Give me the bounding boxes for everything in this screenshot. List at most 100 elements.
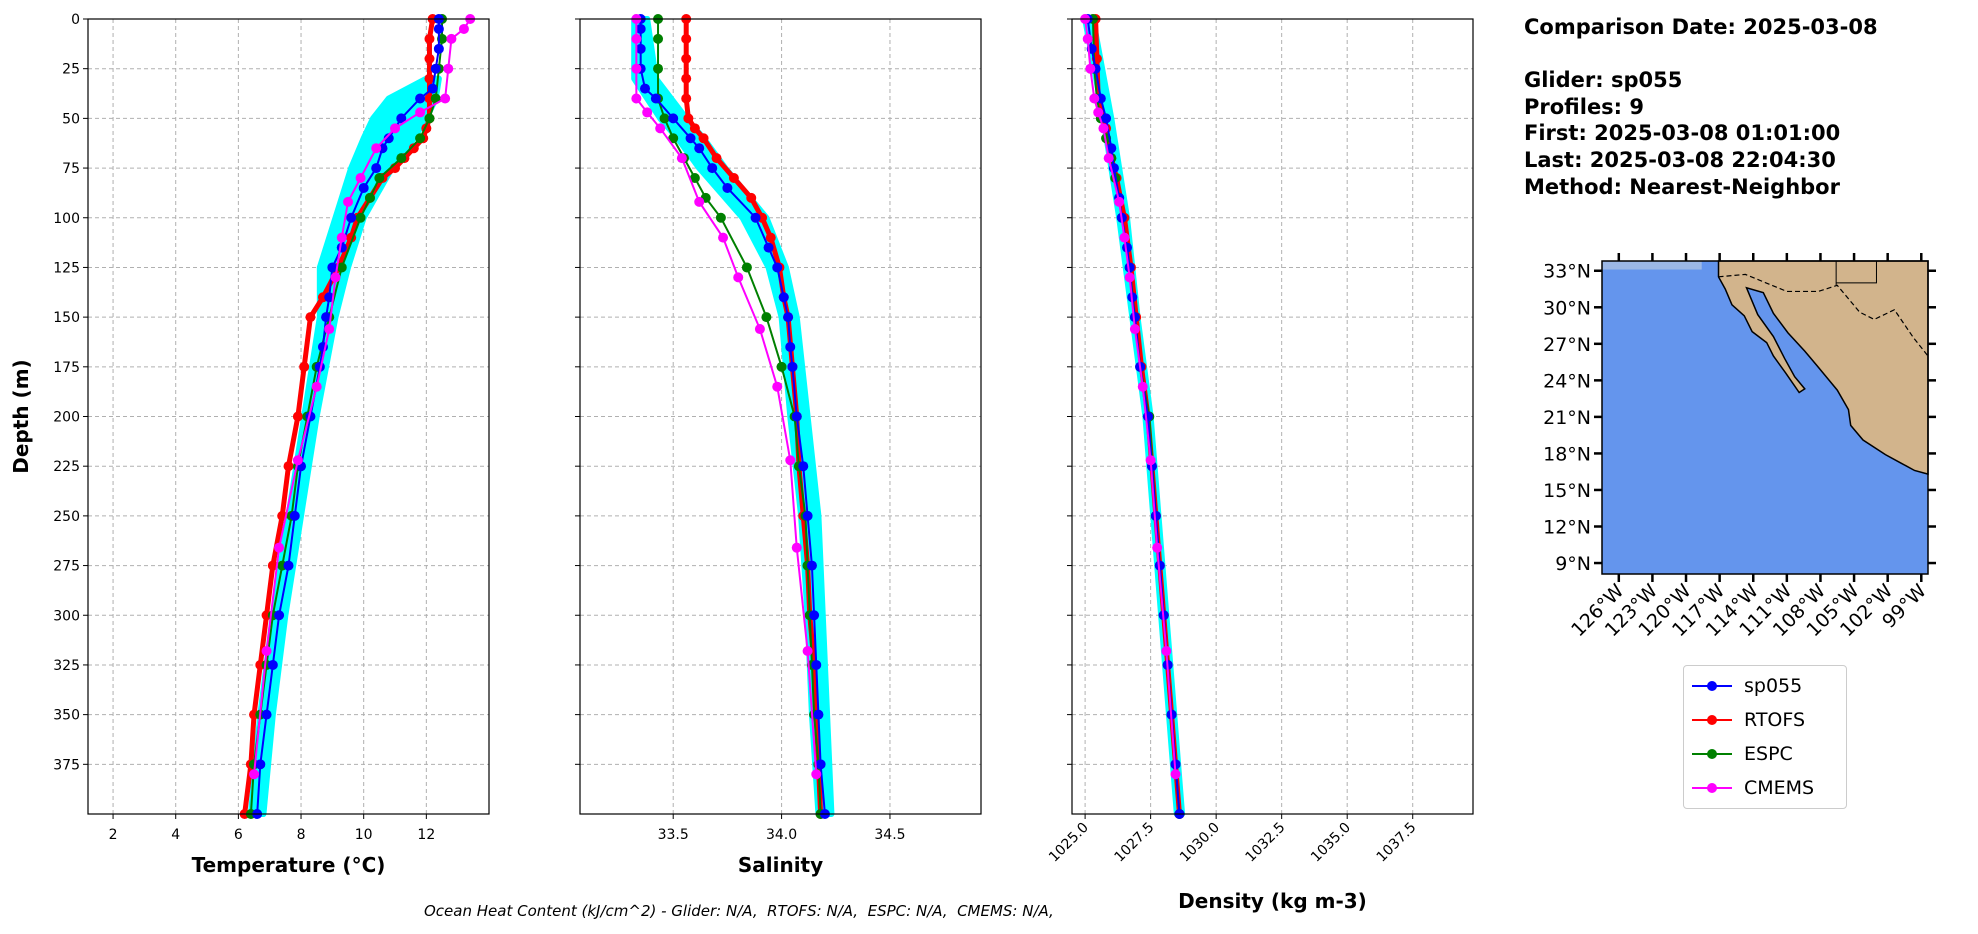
data-point: [274, 610, 285, 621]
method: Method: Nearest-Neighbor: [1524, 174, 1840, 199]
series-line: [657, 19, 822, 815]
glider-profiles-band: [247, 75, 442, 817]
lat-tick-label: 18°N: [1543, 443, 1591, 465]
data-point: [1129, 312, 1140, 323]
data-point: [653, 63, 664, 74]
series-line: [635, 19, 818, 775]
legend-item-rtofs: RTOFS: [1692, 705, 1805, 735]
data-point: [1152, 542, 1163, 553]
data-point: [343, 196, 354, 207]
data-point: [424, 73, 435, 84]
data-point: [655, 123, 666, 134]
data-point: [722, 182, 733, 193]
data-point: [415, 107, 426, 118]
data-point: [683, 113, 694, 124]
data-point: [694, 196, 705, 207]
data-point: [1103, 153, 1114, 164]
data-point: [728, 173, 739, 183]
data-point: [787, 361, 798, 372]
data-point: [776, 361, 787, 372]
first-time: First: 2025-03-08 01:01:00: [1524, 121, 1841, 146]
data-point: [336, 242, 347, 253]
lat-tick-label: 30°N: [1543, 297, 1591, 319]
legend-label: RTOFS: [1744, 709, 1806, 731]
data-point: [1082, 33, 1093, 44]
data-point: [715, 212, 726, 223]
data-point: [327, 262, 338, 273]
data-point: [681, 53, 692, 64]
x-axis-label: Density (kg m-3): [1178, 889, 1367, 913]
x-tick-label: 1037.5: [1374, 820, 1420, 866]
data-point: [668, 113, 679, 124]
x-tick-label: 10: [355, 827, 373, 843]
location-map: 33°N30°N27°N24°N21°N18°N15°N12°N9°N126°W…: [1543, 253, 1936, 641]
axes-frame: [1071, 18, 1474, 815]
data-point: [802, 646, 813, 657]
series-cmems: [631, 14, 822, 780]
lat-tick-label: 12°N: [1543, 517, 1591, 539]
legend-item-sp055: sp055: [1692, 671, 1802, 701]
data-point: [249, 769, 260, 780]
data-point: [685, 133, 696, 144]
y-tick-label: 100: [53, 211, 80, 227]
data-point: [283, 560, 294, 571]
data-point: [1150, 510, 1161, 521]
data-point: [330, 272, 341, 283]
data-point: [346, 212, 357, 223]
legend-item-espc: ESPC: [1692, 739, 1793, 769]
data-point: [1106, 143, 1117, 154]
series-sp055: [635, 14, 830, 819]
y-tick-label: 325: [53, 658, 80, 674]
data-point: [785, 455, 796, 466]
data-point: [635, 43, 646, 54]
x-tick-label: 1025.0: [1046, 820, 1092, 866]
data-point: [355, 173, 366, 183]
data-point: [424, 53, 435, 64]
y-tick-label: 350: [53, 708, 80, 724]
data-point: [371, 163, 382, 174]
data-point: [783, 312, 794, 323]
data-point: [631, 33, 642, 44]
series-line: [1084, 18, 1177, 775]
data-point: [806, 560, 817, 571]
data-point: [371, 143, 382, 154]
axes-frame: [87, 18, 490, 815]
data-point: [267, 659, 278, 670]
data-point: [305, 312, 316, 323]
data-point: [274, 542, 285, 553]
x-axis-label: Salinity: [738, 853, 823, 877]
x-tick-label: 1030.0: [1177, 820, 1223, 866]
x-tick-label: 34.0: [766, 827, 797, 843]
data-point: [267, 560, 278, 571]
border-us-mexico: [1718, 273, 1929, 357]
data-point: [809, 610, 820, 621]
data-point: [681, 33, 692, 44]
data-point: [292, 411, 303, 422]
legend-marker: [1692, 676, 1732, 696]
data-point: [689, 173, 700, 183]
data-point: [374, 173, 385, 183]
x-tick-label: 8: [297, 827, 306, 843]
data-point: [811, 769, 822, 780]
data-point: [458, 23, 469, 34]
data-point: [681, 93, 692, 104]
data-point: [364, 192, 375, 203]
data-point: [689, 123, 700, 134]
data-point: [676, 153, 687, 164]
series-line: [242, 18, 436, 815]
data-point: [1089, 93, 1100, 104]
x-axis-label: Temperature (°C): [192, 853, 386, 877]
legend-label: CMEMS: [1744, 777, 1815, 799]
series-cmems: [1080, 14, 1181, 780]
x-tick-label: 1027.5: [1111, 820, 1157, 866]
data-point: [324, 292, 335, 303]
data-point: [415, 93, 426, 104]
data-point: [1161, 646, 1172, 657]
data-point: [433, 43, 444, 54]
data-point: [446, 33, 457, 44]
lat-tick-label: 24°N: [1543, 370, 1591, 392]
series-line: [249, 19, 444, 815]
data-point: [1101, 113, 1112, 124]
data-point: [746, 192, 757, 203]
data-point: [802, 510, 813, 521]
